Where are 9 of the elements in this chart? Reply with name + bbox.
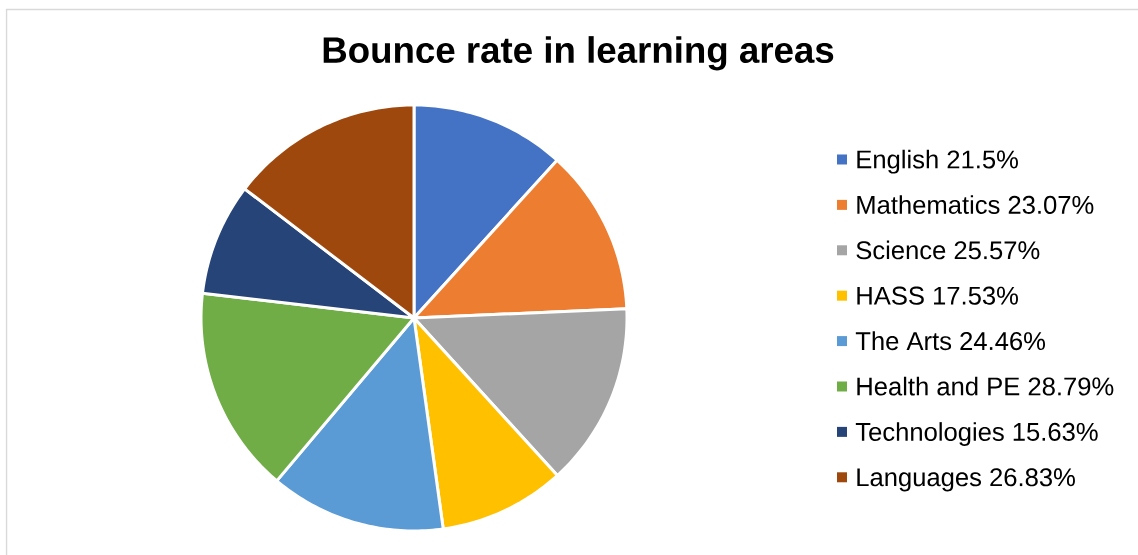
legend-label: The Arts 24.46% (855, 331, 1046, 351)
legend-label: Technologies 15.63% (855, 422, 1098, 446)
legend-label: Science 25.57% (856, 240, 1040, 260)
chart-title: Bounce rate in learning areas (323, 36, 834, 71)
legend-label: Mathematics 23.07% (857, 195, 1094, 214)
legend-label: English 21.5% (857, 149, 1018, 174)
legend-label: HASS 17.53% (857, 286, 1018, 305)
legend-label: Health and PE 28.79% (857, 376, 1114, 396)
legend-label: Languages 26.83% (857, 468, 1075, 492)
